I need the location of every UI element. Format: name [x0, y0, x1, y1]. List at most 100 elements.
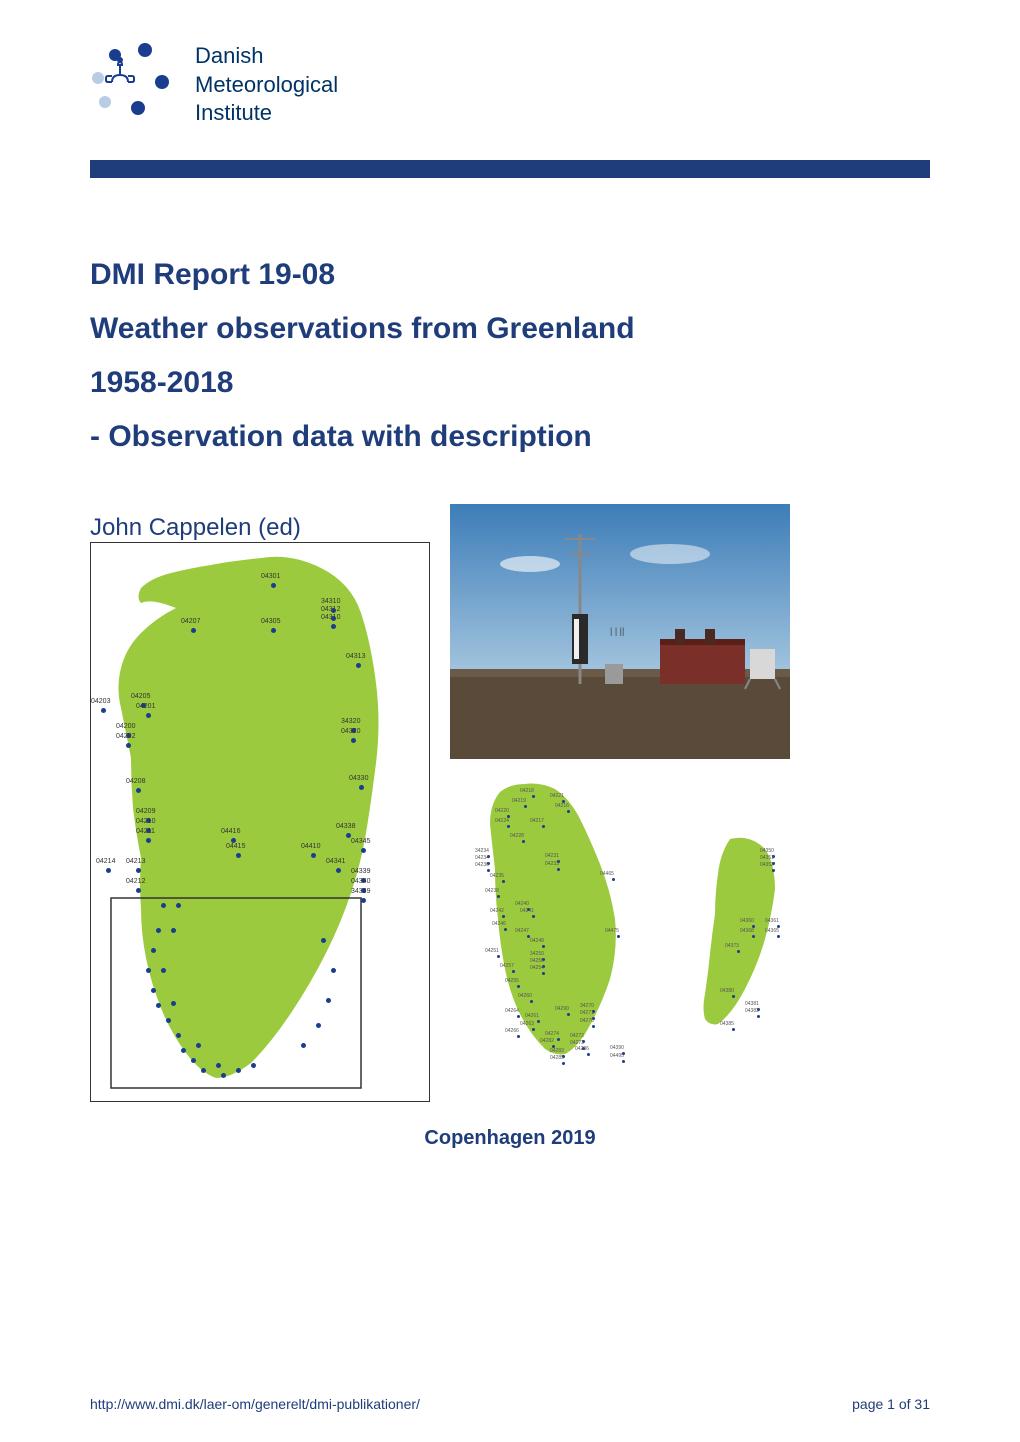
- detail-station-label: 04261: [525, 1014, 539, 1019]
- station-label: 04341: [326, 858, 345, 865]
- detail-station-label: 04274: [545, 1032, 559, 1037]
- station-label: 04330: [349, 775, 368, 782]
- station-dot: [151, 948, 156, 953]
- detail-station-label: 04240: [515, 902, 529, 907]
- detail-station-label: 04241: [520, 909, 534, 914]
- station-dot: [171, 928, 176, 933]
- footer-url: http://www.dmi.dk/laer-om/generelt/dmi-p…: [90, 1396, 420, 1412]
- station-dot: [181, 1048, 186, 1053]
- detail-station-label: 04233: [545, 862, 559, 867]
- logo-section: Danish Meteorological Institute: [90, 40, 930, 130]
- detail-station-dot: [532, 915, 535, 918]
- station-label: 04203: [91, 698, 110, 705]
- station-dot: [201, 1068, 206, 1073]
- station-label: 34339: [351, 888, 370, 895]
- station-dot: [251, 1063, 256, 1068]
- station-dot: [331, 624, 336, 629]
- footer-page-number: page 1 of 31: [852, 1396, 930, 1412]
- station-label: 04345: [351, 838, 370, 845]
- detail-station-label: 04251: [485, 949, 499, 954]
- station-label: 04310: [321, 614, 340, 621]
- detail-station-label: 04266: [505, 1029, 519, 1034]
- logo-text-line3: Institute: [195, 99, 338, 128]
- station-dot: [326, 998, 331, 1003]
- station-dot: [321, 938, 326, 943]
- detail-station-dot: [592, 1025, 595, 1028]
- detail-station-label: 04365: [765, 929, 779, 934]
- station-label: 04410: [301, 843, 320, 850]
- station-dot: [106, 868, 111, 873]
- detail-station-label: 04495: [610, 1054, 624, 1059]
- detail-station-label: 04475: [605, 929, 619, 934]
- footer-title: Copenhagen 2019: [90, 1127, 930, 1150]
- author-section: John Cappelen (ed) 043010420704305343100…: [90, 504, 930, 1102]
- station-dot: [336, 868, 341, 873]
- detail-station-dot: [562, 1062, 565, 1065]
- detail-station-label: 04250: [530, 959, 544, 964]
- detail-station-label: 04235: [490, 874, 504, 879]
- detail-station-dot: [622, 1060, 625, 1063]
- station-dot: [161, 903, 166, 908]
- page-footer: http://www.dmi.dk/laer-om/generelt/dmi-p…: [90, 1396, 930, 1412]
- detail-station-dot: [537, 1020, 540, 1023]
- detail-station-dot: [517, 1015, 520, 1018]
- detail-station-dot: [502, 915, 505, 918]
- detail-station-dot: [757, 1015, 760, 1018]
- detail-station-label: 04248: [530, 939, 544, 944]
- station-dot: [151, 988, 156, 993]
- detail-station-dot: [777, 935, 780, 938]
- detail-station-label: 04385: [720, 1022, 734, 1027]
- detail-station-dot: [732, 1028, 735, 1031]
- station-label: 04213: [126, 858, 145, 865]
- detail-station-label: 34250: [530, 952, 544, 957]
- station-dot: [221, 1073, 226, 1078]
- detail-station-dot: [530, 1000, 533, 1003]
- station-label: 04210: [136, 818, 155, 825]
- weather-station-photo: | | ||: [450, 504, 790, 759]
- detail-station-label: 04231: [545, 854, 559, 859]
- right-images: | | || 042180421904221042200421604224042…: [450, 504, 790, 1064]
- logo-text-line1: Danish: [195, 42, 338, 71]
- station-label: 04301: [261, 573, 280, 580]
- station-label: 34310: [321, 598, 340, 605]
- logo-text-line2: Meteorological: [195, 71, 338, 100]
- title-line2: Weather observations from Greenland: [90, 302, 930, 356]
- station-dot: [166, 1018, 171, 1023]
- station-dot: [271, 583, 276, 588]
- station-dot: [176, 903, 181, 908]
- logo-text: Danish Meteorological Institute: [195, 42, 338, 128]
- detail-station-label: 04220: [495, 809, 509, 814]
- station-dot: [176, 1033, 181, 1038]
- author-text: John Cappelen (ed): [90, 504, 430, 542]
- detail-station-dot: [752, 935, 755, 938]
- station-label: 04209: [136, 808, 155, 815]
- station-dot: [136, 888, 141, 893]
- detail-station-dot: [612, 878, 615, 881]
- station-label: 04205: [131, 693, 150, 700]
- station-dot: [361, 848, 366, 853]
- detail-station-label: 04257: [500, 964, 514, 969]
- detail-station-dot: [732, 995, 735, 998]
- station-label: 04201: [136, 703, 155, 710]
- station-dot: [191, 628, 196, 633]
- station-dot: [146, 838, 151, 843]
- greenland-detail-map: 0421804219042210422004216042240421704228…: [450, 774, 790, 1064]
- station-label: 04339: [351, 868, 370, 875]
- detail-station-dot: [507, 825, 510, 828]
- title-line3: 1958-2018: [90, 356, 930, 410]
- detail-station-label: 04351: [760, 856, 774, 861]
- detail-station-label: 04272: [570, 1034, 584, 1039]
- detail-station-label: 04263: [520, 1022, 534, 1027]
- detail-station-label: 04221: [550, 794, 564, 799]
- detail-station-dot: [517, 985, 520, 988]
- detail-station-label: 04270: [580, 1019, 594, 1024]
- detail-station-dot: [512, 970, 515, 973]
- detail-station-label: 04260: [518, 994, 532, 999]
- detail-station-label: 04368: [740, 929, 754, 934]
- detail-station-label: 04230: [475, 863, 489, 868]
- station-dot: [171, 1001, 176, 1006]
- station-dot: [146, 713, 151, 718]
- detail-station-label: 04218: [520, 789, 534, 794]
- detail-station-label: 04224: [495, 819, 509, 824]
- detail-station-label: 04219: [512, 799, 526, 804]
